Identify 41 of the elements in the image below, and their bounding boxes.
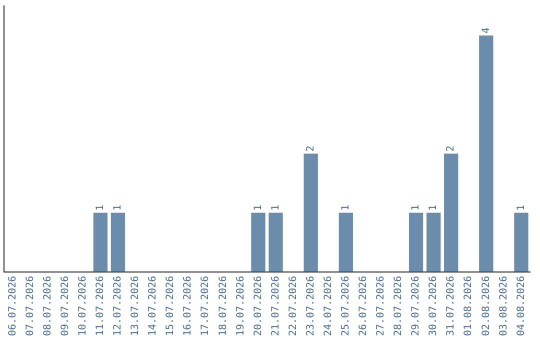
x-tick-label: 25.07.2026 bbox=[340, 276, 352, 336]
x-tick-label: 20.07.2026 bbox=[252, 276, 264, 336]
data-label: 1 bbox=[428, 204, 440, 211]
data-label: 2 bbox=[446, 146, 457, 152]
x-tick-label: 17.07.2026 bbox=[200, 276, 212, 336]
data-label: 4 bbox=[480, 28, 492, 34]
x-tick-label: 03.08.2026 bbox=[498, 276, 510, 336]
x-tick-label: 26.07.2026 bbox=[358, 276, 370, 336]
x-tick-label: 09.07.2026 bbox=[60, 276, 71, 336]
x-tick-label: 18.07.2026 bbox=[218, 276, 229, 336]
x-tick-label: 21.07.2026 bbox=[270, 276, 282, 336]
data-label: 1 bbox=[95, 204, 106, 211]
x-tick-label: 14.07.2026 bbox=[148, 276, 159, 336]
data-label: 1 bbox=[340, 204, 352, 211]
x-tick-label: 29.07.2026 bbox=[410, 276, 422, 336]
data-label: 1 bbox=[112, 204, 124, 211]
x-tick-label: 23.07.2026 bbox=[305, 276, 316, 336]
x-tick-label: 19.07.2026 bbox=[235, 276, 246, 336]
x-tick-label: 22.07.2026 bbox=[288, 276, 299, 336]
x-tick-label: 04.08.2026 bbox=[516, 276, 527, 336]
x-tick-label: 12.07.2026 bbox=[112, 276, 124, 336]
data-label: 1 bbox=[410, 204, 422, 211]
data-label: 1 bbox=[270, 204, 282, 211]
x-tick-label: 01.08.2026 bbox=[463, 276, 474, 336]
x-tick-label: 07.07.2026 bbox=[24, 276, 36, 336]
data-label: 2 bbox=[305, 146, 316, 152]
x-tick-label: 28.07.2026 bbox=[393, 276, 404, 336]
data-label: 1 bbox=[252, 204, 264, 211]
x-tick-label: 31.07.2026 bbox=[446, 276, 457, 336]
x-tick-label: 08.07.2026 bbox=[42, 276, 54, 336]
x-tick-label: 27.07.2026 bbox=[376, 276, 387, 336]
data-label: 1 bbox=[516, 204, 527, 211]
x-tick-label: 30.07.2026 bbox=[428, 276, 440, 336]
x-tick-label: 06.07.2026 bbox=[7, 276, 18, 336]
x-tick-label: 02.08.2026 bbox=[480, 276, 492, 336]
x-tick-label: 13.07.2026 bbox=[130, 276, 142, 336]
x-tick-label: 24.07.2026 bbox=[322, 276, 334, 336]
x-tick-label: 15.07.2026 bbox=[165, 276, 176, 336]
x-tick-label: 16.07.2026 bbox=[182, 276, 194, 336]
x-tick-label: 11.07.2026 bbox=[95, 276, 106, 336]
x-tick-label: 10.07.2026 bbox=[77, 276, 88, 336]
